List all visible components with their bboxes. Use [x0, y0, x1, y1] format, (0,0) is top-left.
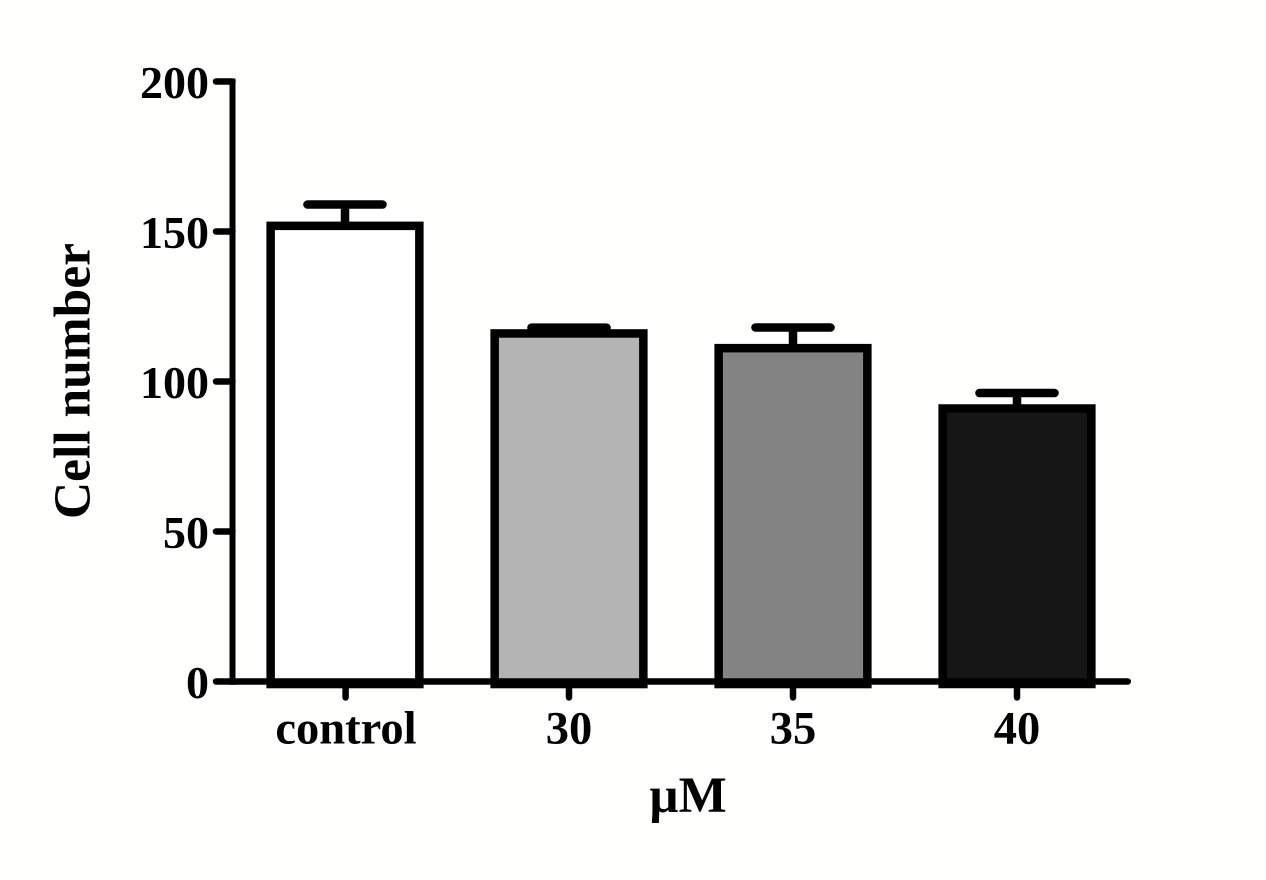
svg-text:150: 150: [140, 207, 209, 258]
svg-text:0: 0: [186, 657, 209, 708]
svg-text:35: 35: [770, 704, 817, 755]
svg-text:100: 100: [140, 357, 209, 408]
svg-text:control: control: [275, 704, 416, 755]
svg-text:50: 50: [163, 507, 209, 558]
svg-text:200: 200: [140, 57, 209, 108]
svg-text:µM: µM: [649, 768, 727, 824]
svg-text:30: 30: [546, 704, 593, 755]
svg-text:40: 40: [994, 704, 1041, 755]
svg-text:Cell number: Cell number: [45, 243, 102, 519]
